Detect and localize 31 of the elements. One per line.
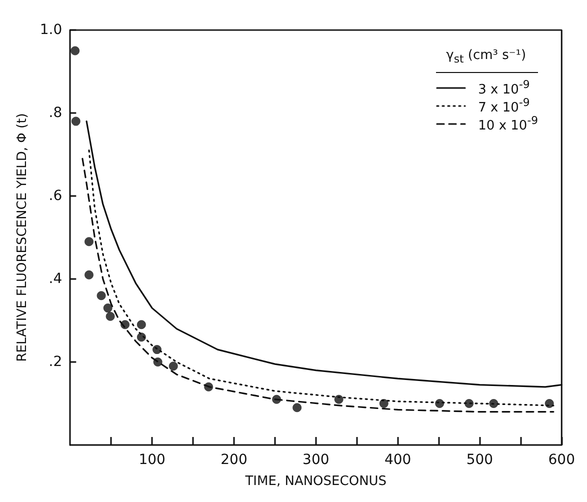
x-tick-label: 400 bbox=[384, 452, 412, 468]
y-tick-label: 1.0 bbox=[40, 22, 62, 38]
point bbox=[379, 399, 388, 408]
point bbox=[106, 312, 115, 321]
x-tick-label: 200 bbox=[220, 452, 248, 468]
x-axis-title: TIME, NANOSECONUS bbox=[244, 474, 387, 489]
legend-label: 3 x 10$^{-9}$ bbox=[478, 78, 530, 98]
point bbox=[334, 394, 344, 404]
x-tick-label: 300 bbox=[302, 452, 330, 468]
y-tick-label: .2 bbox=[48, 354, 62, 370]
x-tick-label: 500 bbox=[466, 452, 494, 468]
legend-title: γ$_{st}$ (cm³ s⁻¹) bbox=[436, 48, 538, 73]
x-tick-label: 100 bbox=[138, 452, 166, 468]
point bbox=[96, 291, 106, 300]
y-tick-label: .8 bbox=[48, 105, 62, 121]
point bbox=[292, 403, 302, 412]
point bbox=[136, 320, 146, 330]
point bbox=[84, 237, 94, 246]
point bbox=[489, 399, 498, 408]
y-tick-label: .4 bbox=[48, 271, 62, 287]
point bbox=[544, 399, 554, 408]
y-axis-title: RELATIVE FLUORESCENCE YIELD, Φ (t) bbox=[15, 113, 30, 362]
y-tick-label: .6 bbox=[48, 188, 62, 204]
x-tick-label: 600 bbox=[548, 452, 576, 468]
point bbox=[168, 362, 178, 371]
point bbox=[71, 116, 80, 126]
legend-label: 7 x 10$^{-9}$ bbox=[478, 96, 530, 116]
point bbox=[103, 304, 112, 313]
point bbox=[84, 270, 94, 280]
point bbox=[70, 46, 80, 56]
legend-label: 10 x 10$^{-9}$ bbox=[478, 114, 538, 134]
